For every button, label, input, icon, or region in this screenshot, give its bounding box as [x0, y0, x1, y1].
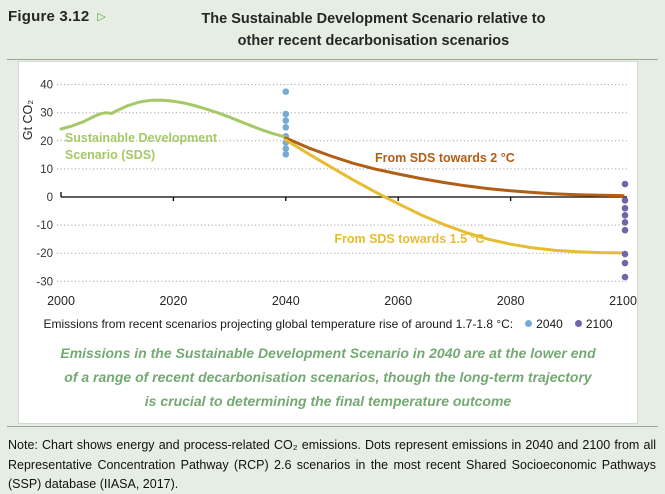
- scatter-dot-2100: [621, 226, 629, 234]
- key-message: Emissions in the Sustainable Development…: [19, 334, 637, 423]
- scatter-dot-2100: [621, 273, 629, 281]
- x-tick-label: 2040: [272, 294, 300, 308]
- y-tick-label: 0: [47, 192, 53, 204]
- y-tick-label: 40: [40, 80, 53, 92]
- scatter-dot-2100: [621, 218, 629, 226]
- series-line-2: [284, 138, 625, 255]
- footer-separator-line: [7, 426, 658, 428]
- legend-label-2040: 2040: [536, 316, 563, 331]
- y-tick-label: -30: [36, 276, 53, 288]
- scatter-dot-2040: [282, 88, 290, 95]
- y-tick-label: 30: [40, 108, 53, 120]
- figure-title: The Sustainable Development Scenario rel…: [118, 8, 655, 53]
- key-message-line2: of a range of recent decarbonisation sce…: [64, 369, 592, 386]
- triangle-right-icon: ▷: [97, 11, 106, 23]
- y-tick-label: 10: [40, 164, 53, 176]
- x-tick-label: 2020: [159, 294, 187, 308]
- annotation-label-3: From SDS towards 1.5 °C: [334, 232, 484, 246]
- legend-label-2100: 2100: [585, 316, 613, 331]
- key-message-line3: is crucial to determining the final temp…: [144, 393, 512, 410]
- figure-number: Figure 3.12: [8, 8, 90, 25]
- scatter-dot-2040: [282, 110, 290, 118]
- scatter-dot-2040: [282, 150, 290, 158]
- header-separator-line: [7, 58, 658, 60]
- scatter-dot-2100: [621, 197, 629, 204]
- x-tick-label: 2000: [47, 294, 75, 308]
- scatter-dot-2040: [282, 117, 290, 124]
- annotation-label-1: Scenario (SDS): [65, 148, 155, 162]
- figure-title-line1: The Sustainable Development Scenario rel…: [201, 11, 546, 27]
- scatter-dot-2040: [282, 123, 290, 131]
- figure-header: Figure 3.12 ▷ The Sustainable Developmen…: [0, 0, 665, 57]
- emissions-chart: 40 30 20 10 0 -10 -20 -30 2000 2020 2040 2060 2080 21…: [21, 80, 637, 308]
- y-tick-label: -20: [36, 248, 53, 260]
- legend-text: Emissions from recent scenarios projecti…: [43, 316, 514, 331]
- legend-dot-2100-icon: [574, 320, 582, 328]
- y-axis-title: Gt CO₂: [21, 100, 35, 140]
- series-line-0: [59, 98, 288, 139]
- chart-legend: Emissions from recent scenarios projecti…: [19, 314, 637, 334]
- figure-note: Note: Chart shows energy and process-rel…: [8, 438, 656, 491]
- chart-panel: 40 30 20 10 0 -10 -20 -30 2000 2020 2040 2060 2080 21…: [18, 60, 638, 425]
- series-line-1: [284, 136, 625, 198]
- y-tick-label: -10: [36, 220, 53, 232]
- x-tick-label: 2060: [384, 294, 412, 308]
- scatter-dot-2100: [621, 211, 629, 219]
- scatter-dot-2100: [621, 180, 629, 188]
- scatter-dot-2100: [621, 250, 629, 258]
- y-tick-label: 20: [40, 136, 53, 148]
- x-tick-label: 2100: [609, 294, 637, 308]
- key-message-line1: Emissions in the Sustainable Development…: [60, 344, 596, 361]
- figure-title-line2: other recent decarbonisation scenarios: [237, 33, 510, 50]
- scatter-dot-2040: [282, 145, 290, 152]
- x-tick-label: 2080: [497, 294, 525, 308]
- legend-dot-2040-icon: [525, 320, 533, 328]
- scatter-dot-2100: [621, 259, 629, 267]
- annotation-label-0: Sustainable Development: [65, 131, 218, 145]
- annotation-label-2: From SDS towards 2 °C: [375, 151, 515, 165]
- scatter-dot-2100: [621, 204, 629, 212]
